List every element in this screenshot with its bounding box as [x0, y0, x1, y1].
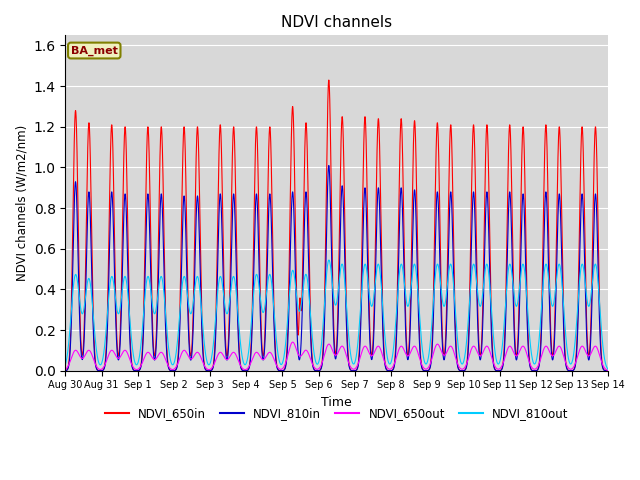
NDVI_810out — [84, 277, 92, 283]
NDVI_650in — [575, 228, 583, 233]
NDVI_650out — [64, 364, 72, 370]
X-axis label: Time: Time — [321, 396, 352, 409]
NDVI_650in — [84, 140, 92, 146]
NDVI_810out — [61, 361, 69, 367]
Line: NDVI_650out: NDVI_650out — [65, 342, 608, 371]
NDVI_650in — [64, 365, 72, 371]
NDVI_810in — [325, 163, 333, 168]
Title: NDVI channels: NDVI channels — [281, 15, 392, 30]
Line: NDVI_650in: NDVI_650in — [65, 80, 608, 371]
NDVI_650out — [168, 367, 175, 372]
Legend: NDVI_650in, NDVI_810in, NDVI_650out, NDVI_810out: NDVI_650in, NDVI_810in, NDVI_650out, NDV… — [100, 403, 573, 425]
NDVI_810in — [604, 368, 612, 373]
NDVI_650out — [61, 367, 69, 372]
NDVI_810in — [168, 368, 175, 373]
NDVI_810in — [94, 368, 102, 373]
NDVI_810in — [64, 366, 72, 372]
NDVI_650in — [168, 368, 175, 373]
NDVI_810in — [327, 216, 335, 222]
NDVI_650out — [84, 348, 92, 354]
NDVI_650in — [325, 77, 333, 83]
NDVI_810out — [575, 280, 583, 286]
NDVI_650in — [61, 368, 69, 373]
Line: NDVI_810in: NDVI_810in — [65, 166, 608, 371]
NDVI_810out — [604, 366, 612, 372]
NDVI_810in — [575, 266, 583, 272]
NDVI_810out — [325, 257, 333, 263]
NDVI_650out — [94, 365, 102, 371]
NDVI_650out — [604, 368, 612, 373]
Line: NDVI_810out: NDVI_810out — [65, 260, 608, 369]
NDVI_650out — [289, 339, 296, 345]
NDVI_810out — [94, 356, 102, 362]
NDVI_650out — [327, 343, 335, 349]
NDVI_810out — [64, 348, 72, 354]
NDVI_810in — [84, 204, 92, 209]
NDVI_650out — [575, 348, 583, 353]
NDVI_810out — [327, 265, 335, 271]
NDVI_810in — [61, 368, 69, 373]
Text: BA_met: BA_met — [71, 46, 118, 56]
NDVI_650in — [604, 368, 612, 373]
NDVI_810out — [168, 361, 175, 367]
Y-axis label: NDVI channels (W/m2/nm): NDVI channels (W/m2/nm) — [15, 125, 28, 281]
NDVI_650in — [94, 367, 102, 373]
NDVI_650in — [327, 153, 335, 158]
